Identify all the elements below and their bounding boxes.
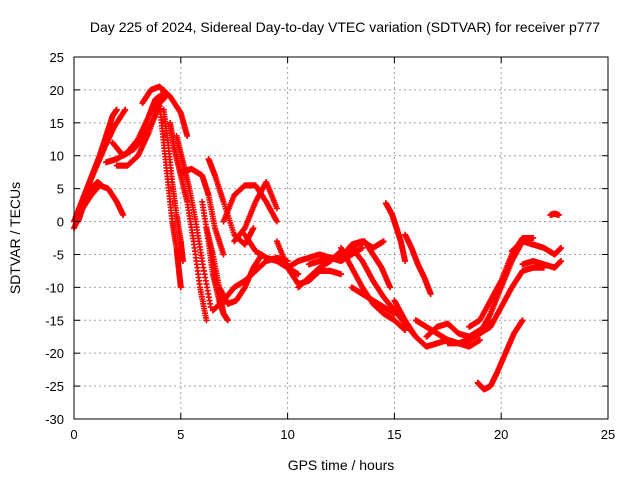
x-tick-label: 15 bbox=[387, 427, 401, 442]
data-point-marker bbox=[558, 258, 565, 265]
series-track-11 bbox=[167, 119, 210, 324]
series-track-19 bbox=[220, 182, 280, 225]
series-track-05 bbox=[103, 93, 163, 166]
data-point-marker bbox=[530, 235, 537, 241]
y-tick-label: -20 bbox=[45, 346, 64, 361]
y-tick-label: 20 bbox=[50, 83, 64, 98]
data-point-marker bbox=[120, 211, 127, 218]
series-track-17 bbox=[216, 251, 265, 307]
series-track-20 bbox=[231, 179, 280, 245]
data-point-marker bbox=[273, 205, 280, 212]
series-track-08 bbox=[139, 83, 191, 139]
series-track-38 bbox=[476, 264, 547, 337]
x-axis-label: GPS time / hours bbox=[288, 457, 395, 473]
x-tick-label: 25 bbox=[601, 427, 615, 442]
series-track-39 bbox=[508, 238, 565, 258]
series-track-10 bbox=[160, 106, 186, 265]
data-point-marker bbox=[113, 106, 120, 113]
grid-lines bbox=[74, 57, 608, 419]
data-points bbox=[71, 83, 565, 393]
series-track-32 bbox=[402, 231, 434, 297]
series-track-40 bbox=[519, 258, 565, 271]
data-point-marker bbox=[338, 271, 344, 278]
data-point-marker bbox=[98, 182, 105, 189]
data-point-marker bbox=[184, 132, 191, 139]
series-track-36 bbox=[466, 235, 537, 330]
series-track-04 bbox=[75, 179, 105, 225]
data-point-marker bbox=[427, 290, 434, 297]
data-point-marker bbox=[177, 284, 184, 291]
data-point-marker bbox=[476, 337, 483, 344]
y-tick-label: 10 bbox=[50, 149, 64, 164]
x-tick-label: 10 bbox=[280, 427, 294, 442]
data-point-marker bbox=[387, 284, 394, 291]
series-track-13 bbox=[177, 165, 227, 258]
data-point-marker bbox=[250, 225, 257, 232]
series-track-41 bbox=[547, 210, 562, 218]
data-point-marker bbox=[295, 271, 302, 278]
data-point-marker bbox=[555, 211, 562, 218]
y-tick-label: 0 bbox=[57, 215, 64, 230]
y-tick-label: 5 bbox=[57, 182, 64, 197]
y-tick-label: -30 bbox=[45, 412, 64, 427]
data-point-marker bbox=[380, 238, 387, 245]
data-point-marker bbox=[122, 106, 129, 113]
y-tick-label: 15 bbox=[50, 116, 64, 131]
data-point-marker bbox=[203, 317, 210, 324]
series-track-26 bbox=[338, 244, 409, 334]
data-point-marker bbox=[224, 317, 231, 324]
series-track-37 bbox=[474, 317, 526, 393]
data-point-marker bbox=[220, 251, 227, 258]
data-point-marker bbox=[402, 258, 409, 265]
data-point-marker bbox=[359, 244, 366, 251]
y-tick-label: 25 bbox=[50, 50, 64, 65]
data-point-marker bbox=[220, 310, 227, 317]
data-point-marker bbox=[558, 244, 565, 251]
y-tick-label: -5 bbox=[52, 247, 64, 262]
y-tick-label: -15 bbox=[45, 313, 64, 328]
data-point-marker bbox=[273, 218, 280, 225]
y-axis-label: SDTVAR / TECUs bbox=[7, 182, 23, 294]
y-tick-label: -10 bbox=[45, 280, 64, 295]
x-tick-label: 20 bbox=[494, 427, 508, 442]
series-track-33 bbox=[412, 317, 483, 350]
x-tick-label: 0 bbox=[70, 427, 77, 442]
series-track-28 bbox=[348, 284, 398, 317]
y-tick-label: -25 bbox=[45, 379, 64, 394]
data-point-marker bbox=[391, 310, 398, 317]
data-point-marker bbox=[402, 327, 409, 334]
chart-title: Day 225 of 2024, Sidereal Day-to-day VTE… bbox=[90, 19, 600, 35]
x-tick-label: 5 bbox=[177, 427, 184, 442]
plot-frame bbox=[73, 56, 609, 420]
data-point-marker bbox=[519, 317, 526, 324]
series-track-29 bbox=[344, 238, 394, 291]
axis-ticks: 0 5 10 15 20 25 -30 -25 -20 -15 -10 -5 0 5 10 15 20 25 bbox=[45, 50, 615, 442]
series-track-07 bbox=[113, 93, 169, 169]
series-track-30 bbox=[382, 200, 409, 265]
data-point-marker bbox=[179, 258, 186, 265]
